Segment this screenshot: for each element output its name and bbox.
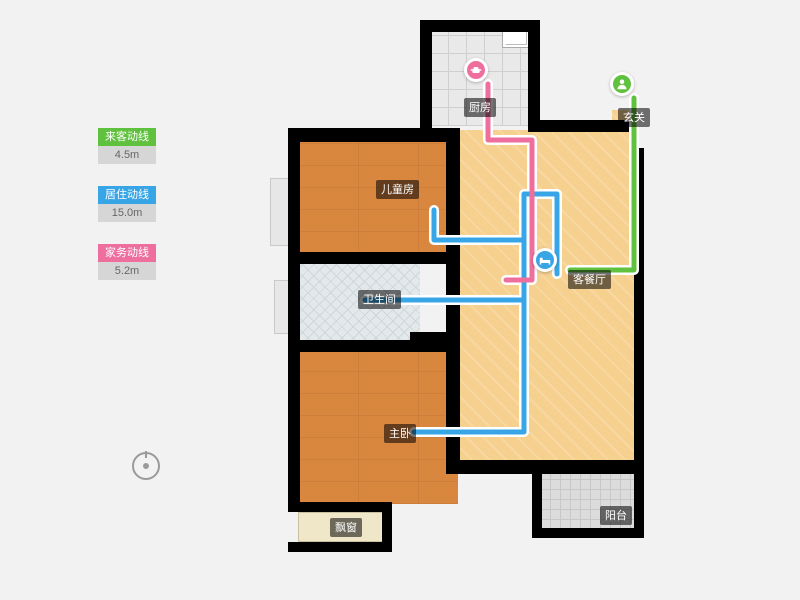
room-kidsroom (298, 140, 448, 254)
wall (420, 20, 540, 32)
wall (528, 20, 540, 132)
label-bathroom: 卫生间 (358, 290, 401, 309)
node-entrance (610, 72, 634, 96)
wall (532, 470, 542, 536)
person-icon (616, 78, 628, 90)
legend-item-house: 家务动线 5.2m (98, 244, 158, 280)
room-living (458, 130, 636, 464)
pot-icon (470, 64, 482, 76)
wall (532, 528, 644, 538)
wall (446, 460, 644, 474)
legend-label-live: 居住动线 (98, 186, 156, 204)
label-kidsroom: 儿童房 (376, 180, 419, 199)
room-master (298, 352, 458, 504)
legend-value-guest: 4.5m (98, 146, 156, 164)
wall (288, 252, 300, 348)
legend-item-live: 居住动线 15.0m (98, 186, 158, 222)
legend-value-live: 15.0m (98, 204, 156, 222)
label-bay: 飘窗 (330, 518, 362, 537)
wall (288, 542, 392, 552)
label-master: 主卧 (384, 424, 416, 443)
legend-item-guest: 来客动线 4.5m (98, 128, 158, 164)
wall (410, 252, 458, 264)
label-balcony: 阳台 (600, 506, 632, 525)
label-kitchen: 厨房 (464, 98, 496, 117)
wall (382, 502, 392, 552)
wall (288, 340, 300, 510)
wall (288, 128, 448, 142)
wall (288, 502, 392, 512)
wall (420, 20, 432, 132)
node-living (533, 248, 557, 272)
legend-label-house: 家务动线 (98, 244, 156, 262)
wall (446, 128, 460, 468)
label-entrance: 玄关 (618, 108, 650, 127)
compass-icon (130, 450, 162, 482)
label-living: 客餐厅 (568, 270, 611, 289)
floor-plan: 厨房 儿童房 卫生间 主卧 客餐厅 玄关 阳台 飘窗 (270, 20, 690, 580)
wall (288, 128, 300, 258)
bed-icon (539, 254, 551, 266)
node-kitchen (464, 58, 488, 82)
wall (410, 332, 458, 344)
wall (634, 148, 644, 538)
legend-label-guest: 来客动线 (98, 128, 156, 146)
legend-value-house: 5.2m (98, 262, 156, 280)
legend: 来客动线 4.5m 居住动线 15.0m 家务动线 5.2m (98, 128, 158, 302)
